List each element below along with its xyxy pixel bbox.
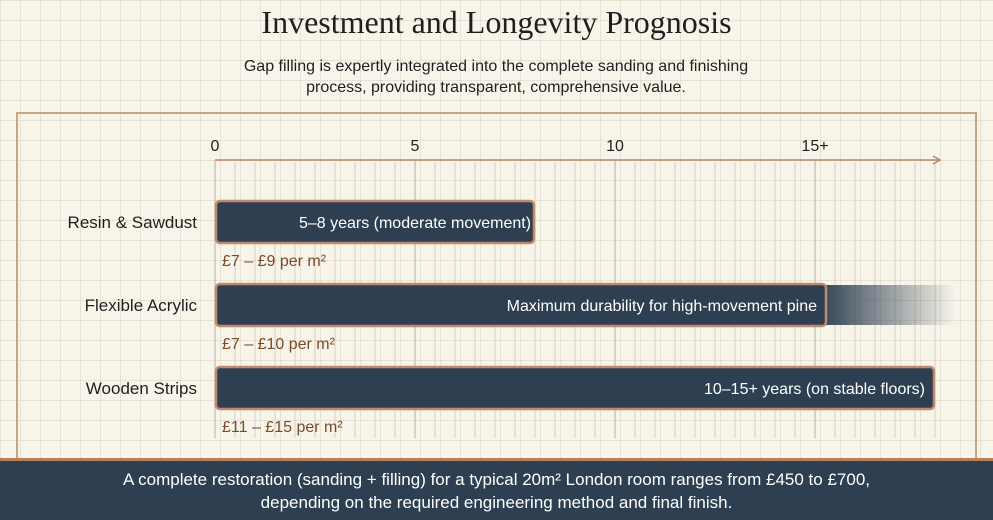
- bar: [214, 199, 536, 245]
- category-label: Resin & Sawdust: [68, 213, 198, 232]
- cost-label: £7 – £10 per m²: [222, 336, 336, 353]
- category-label: Wooden Strips: [86, 379, 197, 398]
- cost-label: £7 – £9 per m²: [222, 253, 327, 270]
- axis-tick-label: 15+: [801, 138, 828, 155]
- bar: [214, 282, 828, 328]
- bar-label: 5–8 years (moderate movement): [299, 215, 531, 232]
- page-title: Investment and Longevity Prognosis: [261, 4, 732, 40]
- axis-tick-label: 10: [606, 138, 624, 155]
- chart-panel: [16, 112, 977, 458]
- bar-label: 10–15+ years (on stable floors): [704, 381, 925, 398]
- axis-tick-label: 0: [211, 138, 220, 155]
- summary-footer: A complete restoration (sanding + fillin…: [0, 458, 993, 520]
- bar-label: Maximum durability for high-movement pin…: [507, 298, 817, 315]
- axis-tick-label: 5: [411, 138, 420, 155]
- subtitle-line-2: process, providing transparent, comprehe…: [306, 79, 686, 96]
- category-label: Flexible Acrylic: [85, 296, 198, 315]
- bar: [214, 365, 936, 411]
- cost-label: £11 – £15 per m²: [222, 419, 343, 436]
- footer-line-2: depending on the required engineering me…: [260, 493, 733, 512]
- x-axis-arrow: [932, 155, 942, 165]
- footer-line-1: A complete restoration (sanding + fillin…: [123, 470, 870, 489]
- bar-fade-extension: [825, 285, 955, 325]
- subtitle: Gap filling is expertly integrated into …: [196, 56, 796, 98]
- longevity-chart: 0 5 10 15+ 5–8 years (moderate movement) Resi…: [68, 138, 955, 438]
- subtitle-line-1: Gap filling is expertly integrated into …: [243, 58, 749, 75]
